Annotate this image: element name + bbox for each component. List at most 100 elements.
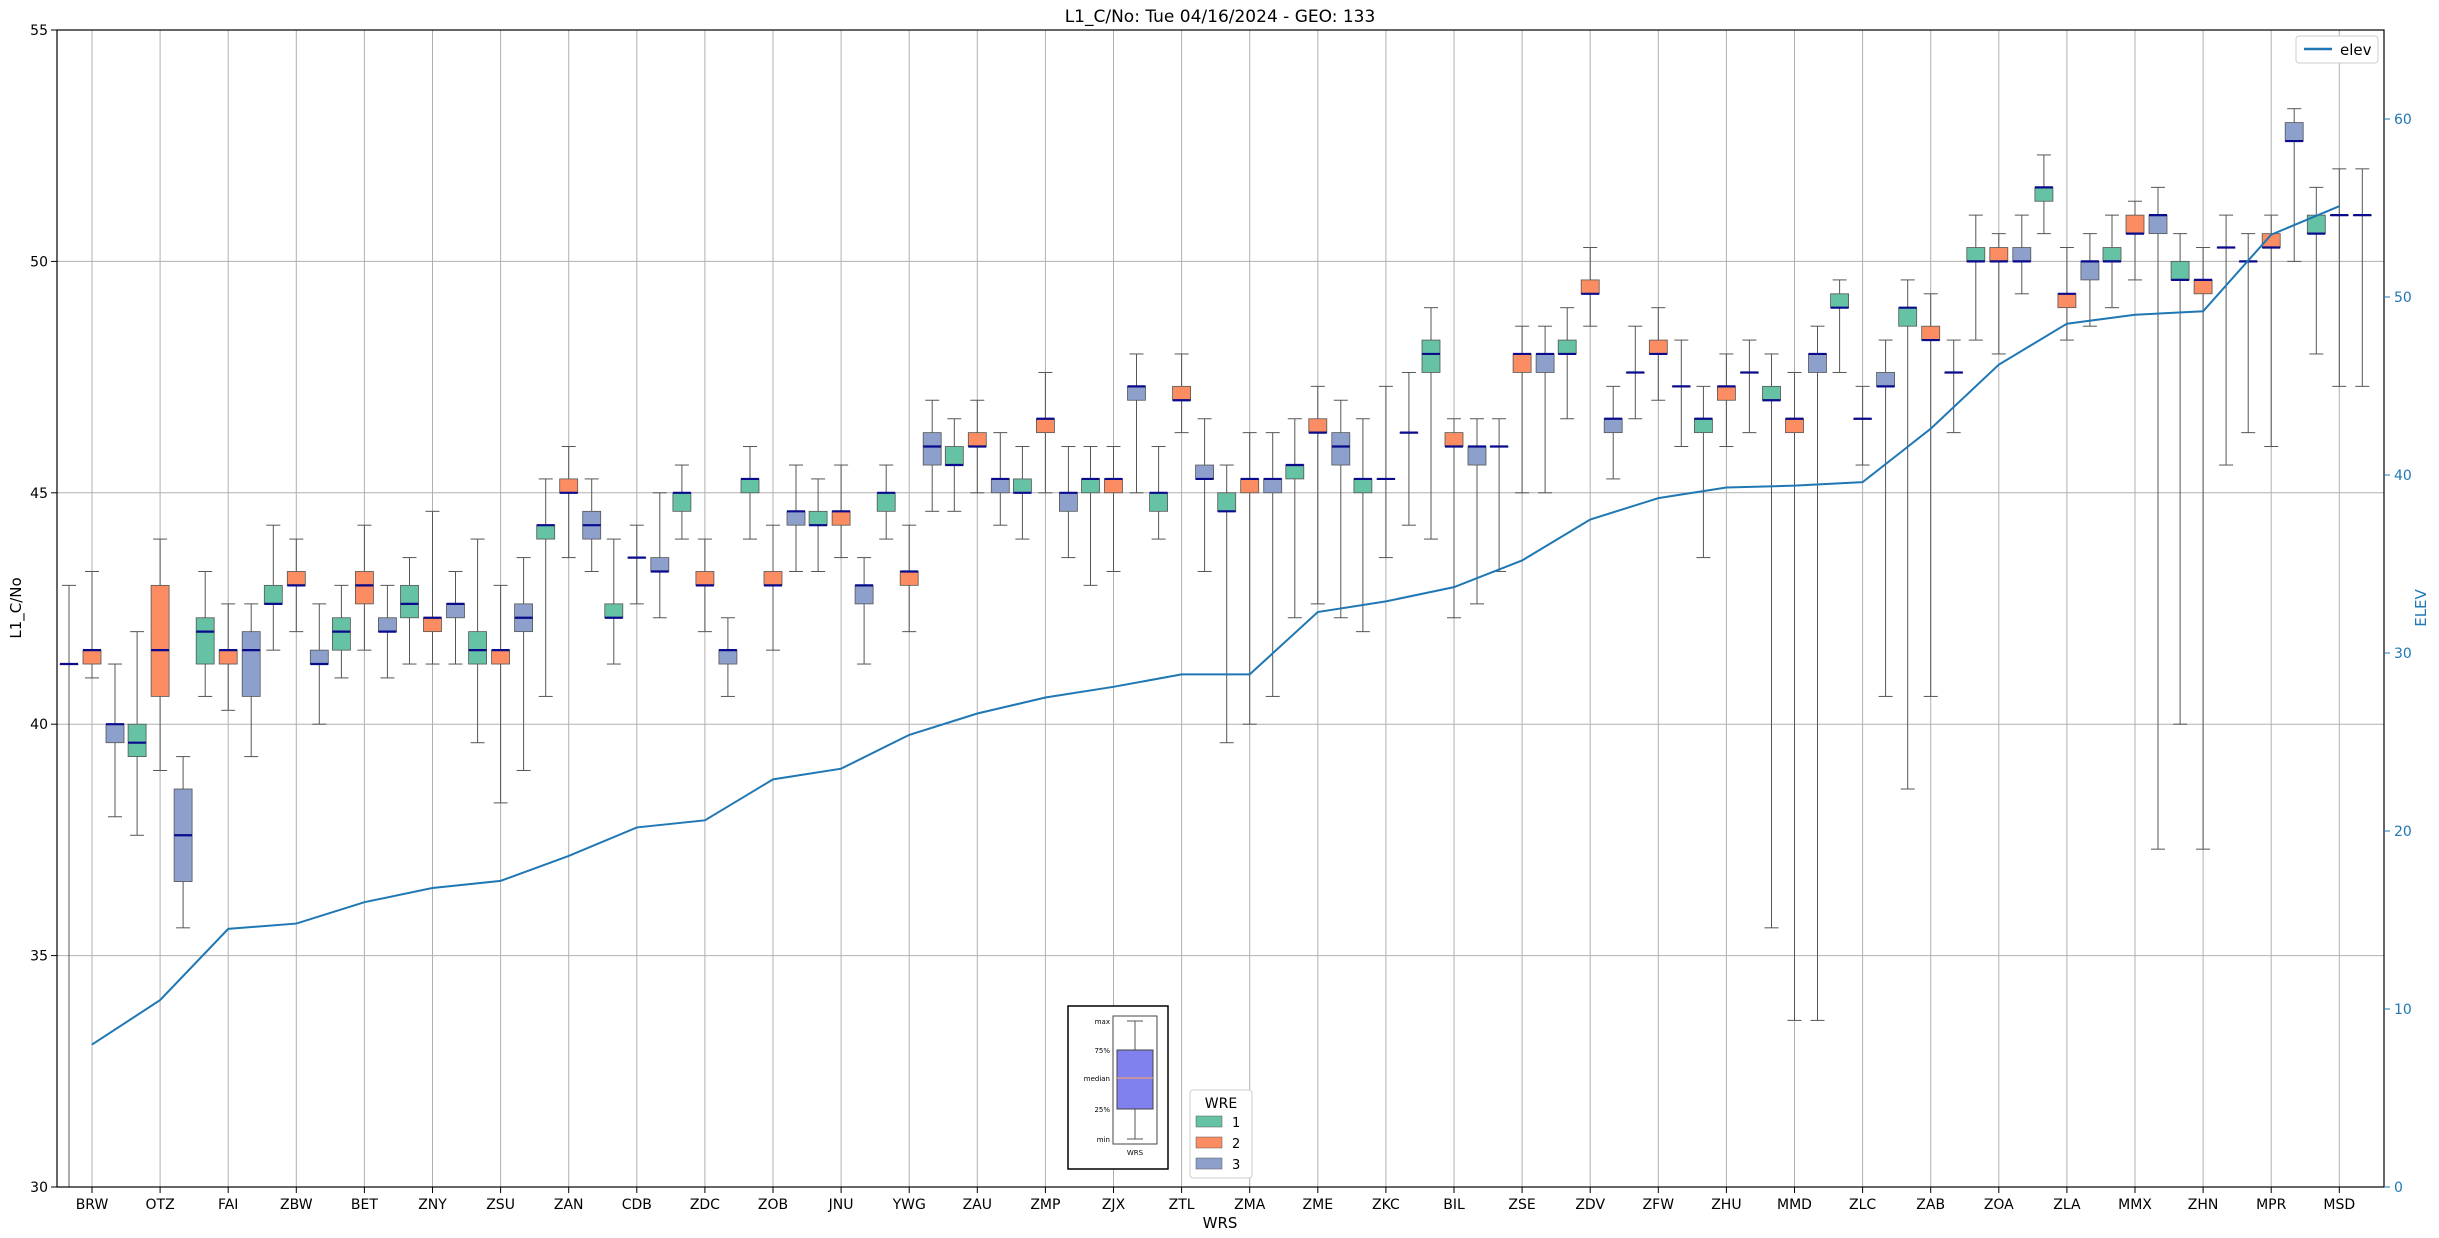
box-iqr: [1808, 353, 1827, 373]
box-iqr: [423, 617, 442, 633]
box-plot-zsu-wre3: [514, 557, 533, 771]
box-iqr: [1580, 279, 1600, 295]
box-plot-zla-wre3: [2080, 233, 2100, 327]
y-tick-label: 40: [30, 717, 48, 733]
box-plot-zkc-wre3: [1399, 371, 1419, 526]
box-plot-otz-wre3: [173, 756, 193, 929]
box-iqr: [309, 649, 329, 665]
box-iqr: [1694, 418, 1713, 434]
box-key-label-min: min: [1097, 1136, 1110, 1144]
box-plot-ywg-wre2: [899, 524, 919, 633]
box-plot-bil-wre3: [1467, 418, 1487, 605]
box-plot-zhu-wre1: [1694, 385, 1713, 559]
y2-tick-label: 10: [2394, 1002, 2412, 1018]
box-plot-zny-wre1: [400, 557, 419, 665]
box-iqr: [944, 446, 964, 466]
box-plot-ztl-wre3: [1195, 418, 1214, 572]
box-plot-jnu-wre1: [808, 478, 828, 572]
box-iqr: [2057, 293, 2077, 309]
box-plot-zau-wre3: [990, 432, 1010, 526]
box-plot-bet-wre2: [354, 524, 374, 651]
box-plot-msd-wre2: [2329, 168, 2349, 387]
chart-title: L1_C/No: Tue 04/16/2024 - GEO: 133: [1065, 7, 1376, 27]
box-plot-zsu-wre2: [491, 584, 511, 804]
x-tick-label: MMD: [1777, 1197, 1812, 1213]
box-plots: [59, 108, 2372, 1188]
x-tick-label: MSD: [2323, 1197, 2355, 1213]
box-plot-ywg-wre1: [876, 464, 896, 540]
x-tick-label: ZAB: [1916, 1197, 1945, 1213]
x-tick-label: ZDV: [1575, 1197, 1605, 1213]
box-iqr: [1966, 247, 1986, 262]
box-plot-bet-wre1: [331, 584, 351, 679]
box-iqr: [377, 617, 397, 633]
y2-tick-label: 50: [2394, 290, 2412, 306]
box-iqr: [604, 603, 624, 619]
box-plot-zdc-wre2: [695, 538, 715, 633]
box-plot-otz-wre1: [127, 631, 147, 836]
box-iqr: [2125, 214, 2145, 235]
box-plot-bil-wre1: [1421, 307, 1441, 540]
x-tick-label: ZLA: [2053, 1197, 2081, 1213]
box-iqr: [740, 478, 760, 494]
x-tick-label: ZAN: [554, 1197, 584, 1213]
x-tick-label: CDB: [622, 1197, 652, 1213]
y-tick-label: 45: [30, 486, 48, 502]
box-plot-zma-wre2: [1240, 432, 1260, 725]
box-iqr: [1036, 418, 1055, 434]
box-iqr: [150, 584, 170, 697]
box-plot-fai-wre2: [218, 603, 238, 711]
y-axis-label: L1_C/No: [7, 577, 26, 638]
box-iqr: [1353, 478, 1373, 494]
box-iqr: [263, 584, 283, 605]
box-plot-zab-wre1: [1898, 279, 1918, 790]
y2-tick-label: 20: [2394, 824, 2412, 840]
box-iqr: [559, 478, 579, 494]
x-tick-label: ZSU: [486, 1197, 515, 1213]
box-plot-jnu-wre2: [831, 464, 851, 559]
box-iqr: [763, 571, 783, 586]
box-plot-zan-wre2: [559, 446, 579, 559]
x-axis-label: WRS: [1203, 1214, 1238, 1232]
x-tick-label: ZMP: [1030, 1197, 1060, 1213]
box-plot-zab-wre2: [1921, 293, 1941, 697]
box-key-inset: max 75% median 25% min WRS: [1067, 1005, 1169, 1170]
box-iqr: [1081, 478, 1100, 494]
box-iqr: [672, 492, 692, 512]
box-plot-mpr-wre2: [2261, 214, 2281, 448]
wre-legend-label-1: 1: [1232, 1116, 1240, 1131]
elev-legend-frame: [2295, 35, 2379, 64]
box-plot-zau-wre2: [967, 399, 987, 494]
elev-legend: elev: [2295, 35, 2379, 64]
box-iqr: [854, 584, 874, 605]
box-iqr: [2080, 260, 2100, 281]
box-plot-zoa-wre2: [1989, 233, 2009, 355]
box-plot-zfw-wre1: [1625, 325, 1645, 420]
x-tick-label: ZMA: [1234, 1197, 1266, 1213]
box-plot-zse-wre1: [1489, 418, 1509, 572]
box-plot-fai-wre3: [241, 603, 261, 758]
box-plot-zny-wre3: [446, 570, 465, 665]
box-iqr: [695, 571, 715, 586]
box-plot-otz-wre2: [150, 538, 170, 771]
box-plot-bet-wre3: [377, 584, 397, 679]
box-iqr: [127, 723, 147, 757]
x-tick-label: OTZ: [146, 1197, 175, 1213]
box-plot-zbw-wre1: [263, 524, 283, 651]
box-plot-jnu-wre3: [854, 557, 874, 665]
wre-legend-label-3: 3: [1232, 1158, 1240, 1173]
box-plot-zhn-wre3: [2216, 214, 2236, 466]
x-tick-label: JNU: [828, 1197, 854, 1213]
box-iqr: [990, 478, 1010, 494]
box-iqr: [1421, 339, 1441, 373]
box-iqr: [1535, 353, 1555, 373]
box-iqr: [446, 603, 465, 619]
box-iqr: [2193, 279, 2213, 295]
box-plot-zan-wre3: [582, 478, 602, 572]
x-tick-label: ZNY: [418, 1197, 447, 1213]
box-plot-mmd-wre3: [1808, 325, 1827, 1021]
box-iqr: [1285, 464, 1305, 480]
x-tick-label: BET: [351, 1197, 378, 1213]
box-plot-mpr-wre3: [2284, 108, 2304, 262]
